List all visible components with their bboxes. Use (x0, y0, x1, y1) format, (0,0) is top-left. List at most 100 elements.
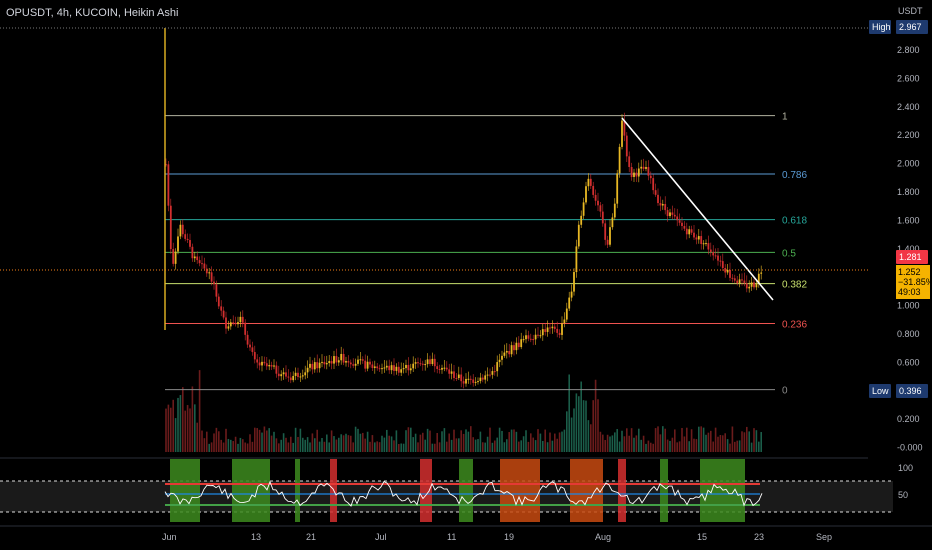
volume-bar (326, 434, 328, 452)
candle-body (337, 360, 340, 363)
candle-body (647, 167, 650, 176)
price-tick-label: -0.000 (897, 443, 923, 453)
candle-body (733, 278, 736, 281)
candle-body (690, 229, 693, 233)
volume-bar (167, 404, 170, 452)
candle-body (592, 185, 595, 195)
volume-bar (518, 441, 520, 452)
candle-body (402, 368, 405, 370)
volume-bar (719, 434, 722, 452)
volume-bar (170, 407, 172, 452)
volume-bar (664, 428, 666, 452)
volume-bar (342, 435, 345, 452)
candle-body (522, 339, 525, 341)
time-axis[interactable]: Jun 13 21 Jul 11 19 Aug 15 23 Sep (0, 525, 932, 542)
volume-bar (282, 433, 285, 452)
volume-bar (347, 435, 350, 452)
candle-body (414, 362, 417, 364)
volume-bar (328, 442, 330, 452)
candle-body (205, 268, 208, 274)
candle-body (741, 279, 743, 281)
candle-body (750, 282, 753, 287)
candle-body (472, 379, 475, 383)
volume-bar (710, 430, 712, 452)
candle-body (299, 376, 302, 378)
candle-body (623, 120, 626, 136)
candle-body (448, 369, 451, 374)
candle-body (724, 267, 727, 273)
volume-bar (578, 396, 580, 452)
volume-bar (477, 439, 479, 452)
volume-bar (712, 441, 714, 452)
candle-body (587, 178, 590, 187)
volume-bar (410, 427, 412, 452)
candle-body (239, 316, 242, 323)
candle-body (390, 365, 393, 371)
candle-body (544, 329, 547, 332)
volume-bar (702, 427, 705, 452)
volume-bar (246, 443, 249, 452)
high-label-tag (869, 20, 891, 34)
candle-body (618, 146, 621, 174)
volume-bar (165, 408, 167, 452)
candle-body (215, 284, 218, 297)
volume-bar (722, 435, 724, 452)
countdown-box-line: −31.85% (898, 277, 932, 287)
volume-bar (635, 435, 638, 452)
volume-bar (234, 436, 237, 452)
volume-bar (707, 432, 710, 452)
candle-body (323, 361, 326, 365)
volume-bar (362, 432, 364, 452)
trend-line[interactable] (621, 117, 774, 301)
candle-body (306, 367, 309, 373)
candle-body (297, 372, 299, 378)
low-value-tag-text: 0.396 (899, 386, 922, 396)
volume-bar (616, 429, 618, 452)
volume-bar (748, 431, 750, 452)
volume-bar (290, 436, 292, 452)
volume-bar (366, 431, 369, 452)
candle-body (378, 368, 381, 370)
candle-body (443, 367, 446, 369)
volume-bar (335, 439, 338, 452)
volume-bar (698, 426, 700, 452)
candle-body (477, 381, 479, 383)
fib-level-label: 0.236 (782, 320, 807, 331)
volume-bar (758, 441, 760, 452)
candle-body (661, 203, 664, 206)
volume-bar (551, 440, 554, 452)
volume-bar (638, 428, 640, 452)
volume-bar (323, 441, 326, 452)
candle-body (527, 335, 530, 339)
fib-retracement[interactable]: 1 0.786 0.618 0.5 0.382 0.236 0 (165, 112, 807, 397)
candle-body (325, 363, 328, 365)
candle-body (450, 371, 453, 374)
volume-bar (671, 437, 674, 452)
candle-body (705, 243, 707, 245)
volume-bar (263, 426, 266, 452)
volume-bar (398, 443, 400, 452)
candle-body (491, 371, 494, 375)
volume-bar (570, 417, 573, 452)
candle-body (174, 251, 177, 264)
candle-body (757, 273, 760, 284)
volume-bar (482, 442, 484, 452)
volume-bars (165, 370, 762, 452)
low-value-tag (896, 384, 928, 398)
volume-bar (491, 442, 494, 452)
candle-body (493, 371, 496, 373)
volume-bar (436, 433, 438, 452)
volume-bar (626, 428, 628, 452)
candle-body (287, 376, 290, 378)
volume-bar (359, 433, 362, 452)
volume-bar (662, 426, 664, 452)
price-axis[interactable]: USDT 2.800 2.600 2.400 2.200 2.000 1.800 1.600 1… (868, 0, 932, 460)
candle-body (657, 194, 659, 204)
volume-bar (280, 439, 282, 452)
volume-bar (614, 432, 616, 452)
candle-body (256, 359, 259, 363)
candle-body (597, 200, 599, 206)
candle-body (225, 317, 227, 329)
candle-body (342, 353, 345, 363)
